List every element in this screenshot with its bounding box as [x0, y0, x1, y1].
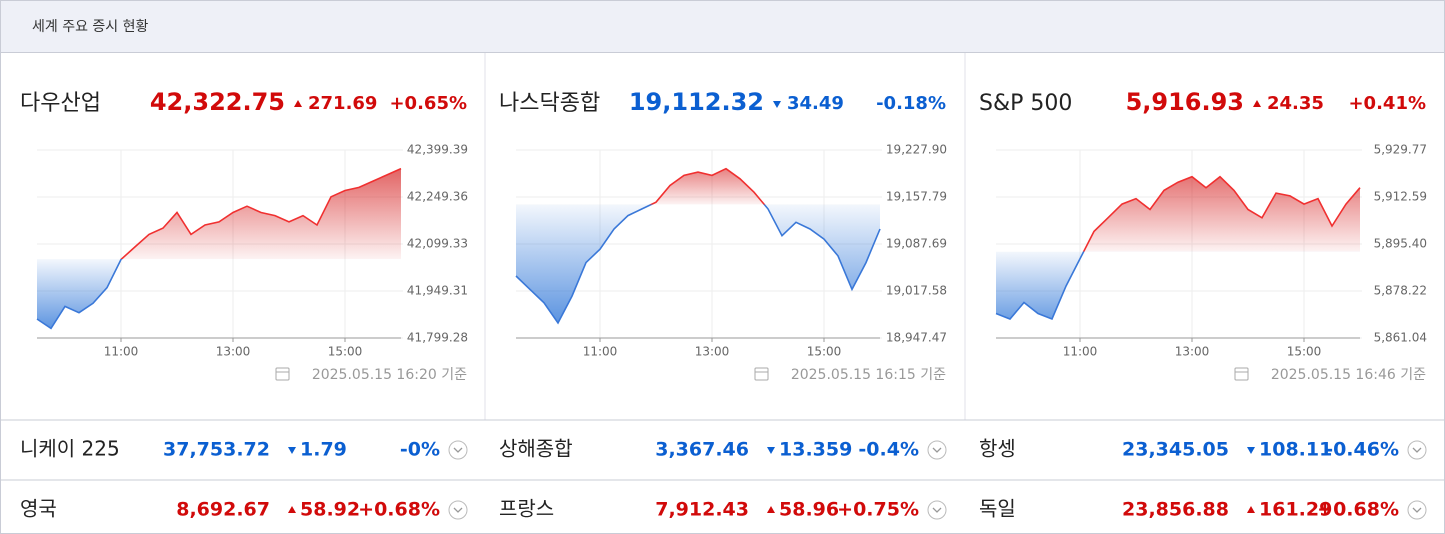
market-name: 상해종합	[499, 437, 573, 461]
y-tick-label: 5,878.22	[1374, 284, 1427, 298]
direction-arrow	[288, 506, 296, 513]
expand-button[interactable]	[927, 440, 947, 460]
market-change: 34.49	[787, 93, 844, 114]
direction-arrow	[767, 447, 775, 454]
direction-arrow	[1247, 506, 1255, 513]
y-tick-label: 42,249.36	[407, 190, 468, 204]
market-change: 1.79	[300, 439, 347, 461]
market-change: 108.11	[1259, 439, 1332, 461]
x-tick-label: 11:00	[1063, 345, 1098, 359]
market-change: 58.92	[300, 499, 360, 521]
direction-arrow	[288, 447, 296, 454]
market-change: 24.35	[1267, 93, 1324, 114]
y-tick-label: 5,861.04	[1374, 331, 1427, 345]
y-tick-label: 42,099.33	[407, 237, 468, 251]
market-price: 42,322.75	[150, 88, 285, 116]
y-tick-label: 19,087.69	[886, 236, 947, 250]
market-name: 나스닥종합	[499, 91, 600, 116]
header-title: 세계 주요 증시 현황	[32, 19, 149, 35]
direction-arrow	[773, 101, 781, 108]
x-tick-label: 13:00	[216, 345, 251, 359]
header-bar	[0, 0, 1445, 53]
market-price: 23,345.05	[1122, 439, 1229, 461]
chevron-icon	[453, 507, 463, 513]
price-line	[995, 175, 1361, 321]
market-change: 271.69	[308, 93, 377, 114]
timestamp: 2025.05.15 16:46 기준	[1271, 367, 1426, 383]
calendar-icon	[1234, 367, 1249, 381]
expand-button[interactable]	[927, 500, 947, 520]
direction-arrow	[294, 100, 302, 107]
timestamp: 2025.05.15 16:20 기준	[312, 367, 467, 383]
area-fill	[516, 168, 880, 323]
direction-arrow	[1253, 100, 1261, 107]
market-pct: -0.46%	[1325, 439, 1399, 461]
market-name: 니케이 225	[20, 437, 120, 461]
calendar-icon	[275, 367, 290, 381]
market-price: 19,112.32	[629, 88, 764, 116]
y-tick-label: 42,399.39	[407, 143, 468, 157]
direction-arrow	[767, 506, 775, 513]
y-tick-label: 41,799.28	[407, 331, 468, 345]
market-pct: -0.4%	[858, 439, 919, 461]
market-name: 프랑스	[499, 497, 554, 521]
x-tick-label: 13:00	[1175, 345, 1210, 359]
x-tick-label: 15:00	[807, 345, 842, 359]
market-name: 독일	[979, 497, 1016, 521]
chevron-icon	[453, 447, 463, 453]
market-price: 5,916.93	[1126, 88, 1244, 116]
price-line	[36, 167, 402, 330]
timestamp: 2025.05.15 16:15 기준	[791, 367, 946, 383]
market-price: 7,912.43	[655, 499, 749, 521]
expand-button[interactable]	[1407, 500, 1427, 520]
chevron-icon	[932, 507, 942, 513]
y-tick-label: 19,157.79	[886, 190, 947, 204]
x-tick-label: 13:00	[695, 345, 730, 359]
market-price: 23,856.88	[1122, 499, 1229, 521]
market-name: 다우산업	[20, 91, 101, 116]
market-name: 항셍	[979, 437, 1016, 461]
market-pct: +0.65%	[389, 93, 467, 114]
y-tick-label: 41,949.31	[407, 283, 468, 297]
chevron-icon	[1412, 447, 1422, 453]
market-name: S&P 500	[979, 91, 1072, 116]
calendar-icon	[754, 367, 769, 381]
y-tick-label: 19,227.90	[886, 143, 947, 157]
x-tick-label: 11:00	[104, 345, 139, 359]
market-change: 13.359	[779, 439, 852, 461]
area-fill	[996, 176, 1360, 319]
market-pct: +0.68%	[1317, 499, 1399, 521]
y-tick-label: 5,895.40	[1374, 237, 1427, 251]
market-pct: +0.41%	[1348, 93, 1426, 114]
market-price: 37,753.72	[163, 439, 270, 461]
market-name: 영국	[20, 497, 57, 521]
y-tick-label: 5,912.59	[1374, 189, 1427, 203]
expand-button[interactable]	[448, 440, 468, 460]
y-tick-label: 5,929.77	[1374, 143, 1427, 157]
area-fill	[37, 168, 401, 329]
x-tick-label: 11:00	[583, 345, 618, 359]
market-change: 58.96	[779, 499, 839, 521]
chevron-icon	[932, 447, 942, 453]
market-change: 161.29	[1259, 499, 1332, 521]
price-line	[515, 167, 881, 325]
direction-arrow	[1247, 447, 1255, 454]
expand-button[interactable]	[1407, 440, 1427, 460]
market-pct: +0.68%	[358, 499, 440, 521]
market-price: 8,692.67	[176, 499, 270, 521]
market-pct: -0.18%	[876, 93, 946, 114]
chevron-icon	[1412, 507, 1422, 513]
x-tick-label: 15:00	[1287, 345, 1322, 359]
y-tick-label: 18,947.47	[886, 331, 947, 345]
market-pct: -0%	[400, 439, 440, 461]
expand-button[interactable]	[448, 500, 468, 520]
market-pct: +0.75%	[837, 499, 919, 521]
x-tick-label: 15:00	[328, 345, 363, 359]
market-price: 3,367.46	[655, 439, 749, 461]
y-tick-label: 19,017.58	[886, 283, 947, 297]
